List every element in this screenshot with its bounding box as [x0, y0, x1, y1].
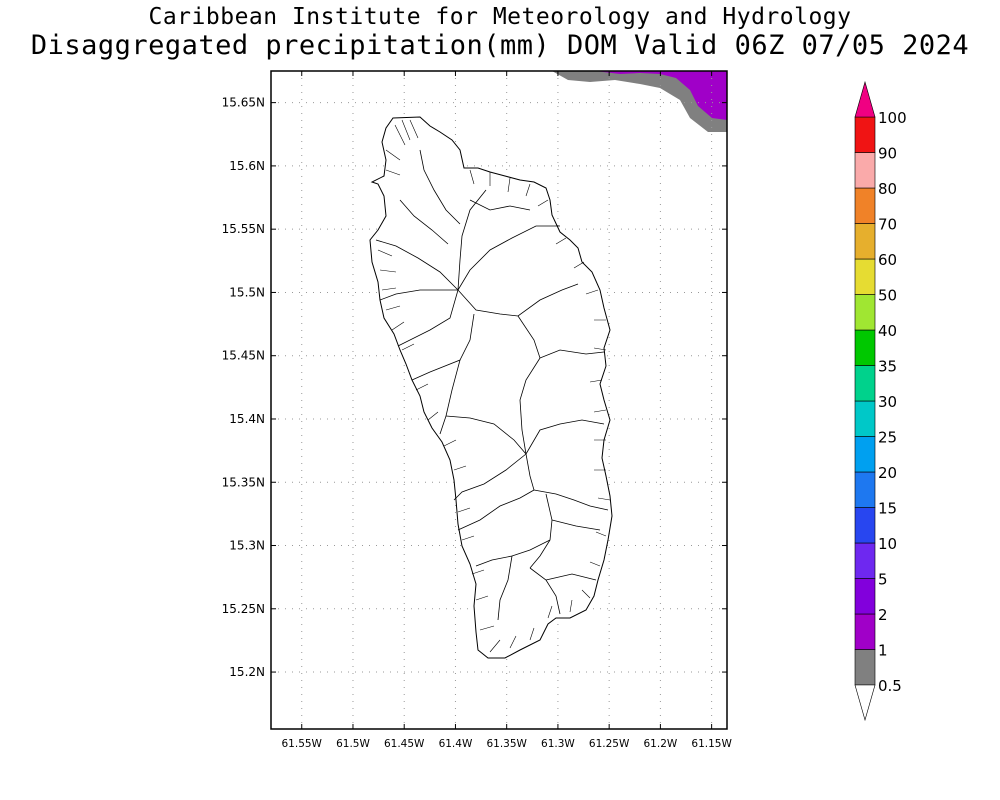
colorbar-segment [854, 400, 876, 437]
colorbar-label: 20 [878, 464, 897, 482]
precip-area-grey [552, 71, 727, 132]
map-frame [270, 70, 728, 730]
colorbar-segment [854, 471, 876, 508]
colorbar-segment [854, 116, 876, 153]
title-line-2: Disaggregated precipitation(mm) DOM Vali… [30, 30, 970, 61]
lat-tick-label: 15.65N [222, 96, 265, 110]
lat-tick-label: 15.5N [229, 285, 265, 299]
lat-tick-label: 15.55N [222, 222, 265, 236]
lon-tick-label: 61.45W [384, 738, 425, 750]
colorbar-segment [854, 223, 876, 260]
lon-tick-label: 61.25W [589, 738, 630, 750]
colorbar-top-arrow [854, 80, 876, 118]
lon-tick-label: 61.35W [486, 738, 527, 750]
colorbar-label: 0.5 [878, 677, 902, 695]
lon-tick-label: 61.5W [336, 738, 370, 750]
colorbar-label: 25 [878, 429, 897, 447]
colorbar-segment [854, 294, 876, 331]
colorbar-segment [854, 152, 876, 189]
colorbar-segment [854, 649, 876, 686]
colorbar-label: 60 [878, 251, 897, 269]
lat-tick-label: 15.4N [229, 412, 265, 426]
colorbar-label: 40 [878, 322, 897, 340]
colorbar-label: 90 [878, 145, 897, 163]
colorbar-segment [854, 436, 876, 473]
title-line-1: Caribbean Institute for Meteorology and … [148, 4, 852, 30]
colorbar-segment [854, 613, 876, 650]
longitude-tick-labels: 61.55W 61.5W 61.45W 61.4W 61.35W 61.3W 61.25W 6… [282, 71, 732, 750]
colorbar-segment [854, 258, 876, 295]
colorbar-bottom-arrow [854, 684, 876, 722]
coastal-drainage-lines [377, 119, 611, 653]
colorbar-segment [854, 542, 876, 579]
watershed-boundaries [375, 149, 609, 621]
colorbar-segment [854, 365, 876, 402]
colorbar-label: 80 [878, 180, 897, 198]
colorbar-label: 100 [878, 109, 907, 127]
colorbar-segment [854, 507, 876, 544]
lat-tick-label: 15.35N [222, 475, 265, 489]
lat-tick-label: 15.6N [229, 159, 265, 173]
lon-tick-label: 61.55W [282, 738, 323, 750]
colorbar-label: 30 [878, 393, 897, 411]
colorbar-label: 10 [878, 535, 897, 553]
lon-tick-label: 61.15W [691, 738, 732, 750]
colorbar-label: 35 [878, 358, 897, 376]
lat-tick-label: 15.45N [222, 349, 265, 363]
colorbar-label: 5 [878, 571, 888, 589]
lat-tick-label: 15.3N [229, 539, 265, 553]
colorbar-label: 1 [878, 642, 888, 660]
colorbar-label: 15 [878, 500, 897, 518]
colorbar-label: 70 [878, 216, 897, 234]
lat-tick-label: 15.2N [229, 665, 265, 679]
lat-tick-label: 15.25N [222, 602, 265, 616]
colorbar-segment [854, 578, 876, 615]
precip-shading [552, 71, 727, 132]
title-block: Caribbean Institute for Meteorology and … [0, 4, 1000, 62]
latitude-tick-labels: 15.65N 15.6N 15.55N 15.5N 15.45N 15.4N 15.35N 1… [222, 96, 727, 679]
colorbar-segment [854, 187, 876, 224]
lon-tick-label: 61.4W [439, 738, 473, 750]
colorbar-label: 50 [878, 287, 897, 305]
island-coastline [369, 116, 613, 659]
colorbar-segment [854, 329, 876, 366]
precip-area-purple [595, 71, 727, 120]
colorbar-label: 2 [878, 606, 888, 624]
lon-tick-label: 61.2W [644, 738, 678, 750]
lon-tick-label: 61.3W [541, 738, 575, 750]
dominica-island [369, 116, 613, 659]
